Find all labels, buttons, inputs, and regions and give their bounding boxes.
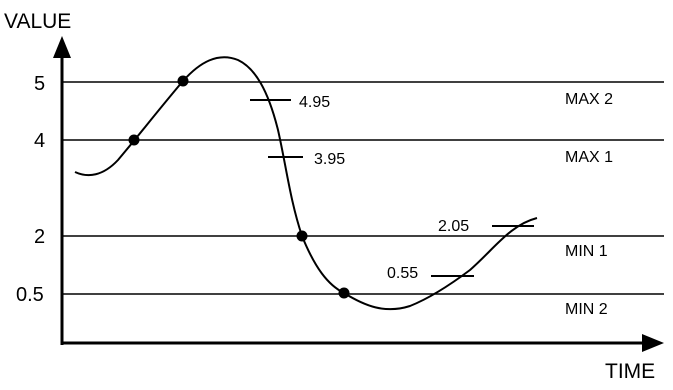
level-label-max-2: MAX 2 [565, 91, 613, 108]
y-axis-arrowhead [53, 36, 71, 58]
y-tick-label: 0.5 [16, 284, 44, 306]
crossing-point [296, 230, 308, 242]
signal-curve [74, 56, 538, 311]
x-axis-title: TIME [605, 360, 655, 383]
annotation-label: 0.55 [387, 265, 418, 282]
y-axis-title: VALUE [4, 10, 71, 33]
level-label-max-1: MAX 1 [565, 149, 613, 166]
y-tick-label: 2 [34, 226, 45, 248]
x-axis-arrowhead [642, 334, 664, 352]
crossing-point [128, 134, 140, 146]
level-label-min-2: MIN 2 [565, 301, 608, 318]
y-tick-label: 5 [34, 73, 45, 95]
crossing-point [177, 75, 189, 87]
annotation-label: 4.95 [299, 94, 330, 111]
annotation-label: 2.05 [438, 218, 469, 235]
y-tick-label: 4 [34, 130, 45, 152]
crossing-point [338, 287, 350, 299]
annotation-label: 3.95 [314, 151, 345, 168]
level-label-min-1: MIN 1 [565, 243, 608, 260]
